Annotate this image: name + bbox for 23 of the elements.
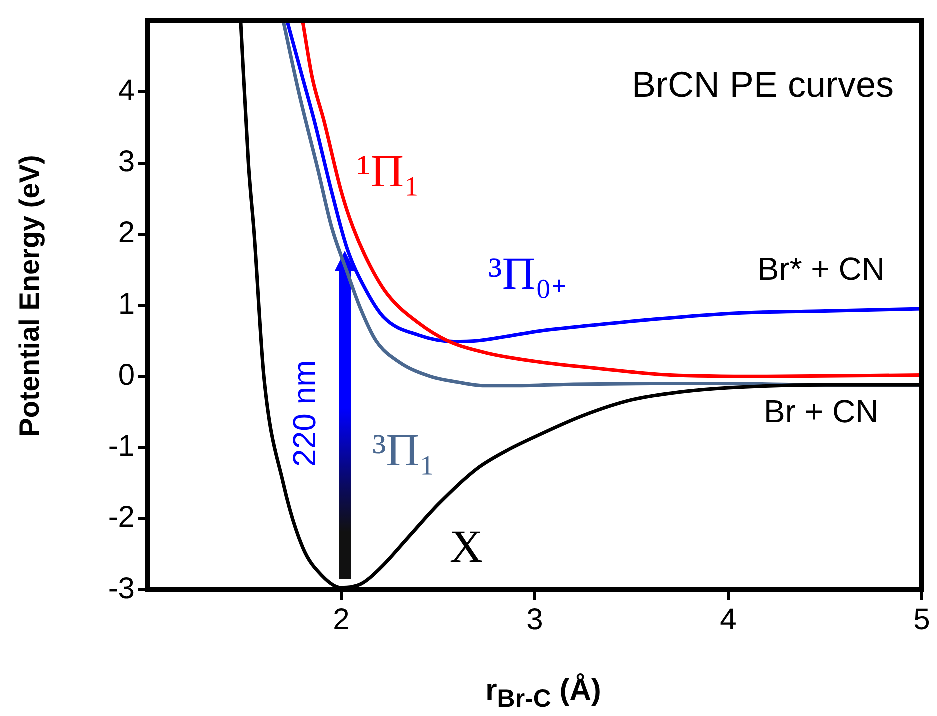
text: BrCN PE curves — [632, 64, 894, 105]
annotation: Br + CN — [764, 393, 879, 430]
series-label: ³Π₀₊ — [488, 248, 568, 300]
y-tick-label: -1 — [108, 430, 135, 464]
y-tick-label: 1 — [118, 288, 135, 321]
annotation: 220 nm — [286, 360, 322, 467]
y-tick-label: 3 — [118, 146, 135, 179]
x-tick-label: 4 — [720, 603, 737, 636]
y-tick-label: -3 — [108, 572, 135, 606]
x-tick-label: 3 — [526, 603, 544, 636]
series-label: ³Π₁ — [372, 424, 436, 476]
y-tick-label: -2 — [108, 501, 135, 534]
y-tick-label: 2 — [118, 216, 135, 250]
annotation: Br* + CN — [758, 251, 885, 288]
y-tick-label: 0 — [118, 358, 135, 392]
series-label: X — [450, 521, 484, 572]
y-tick-label: 4 — [118, 74, 135, 108]
x-tick-label: 5 — [914, 603, 930, 636]
x-tick-label: 2 — [333, 603, 350, 636]
line-series — [239, 21, 922, 590]
x-axis-title: r$_{Br-C}$ (Å) — [484, 674, 602, 714]
y-axis-title: Potential Energy (eV) — [14, 154, 46, 439]
series-label: ¹Π₁ — [356, 146, 420, 197]
